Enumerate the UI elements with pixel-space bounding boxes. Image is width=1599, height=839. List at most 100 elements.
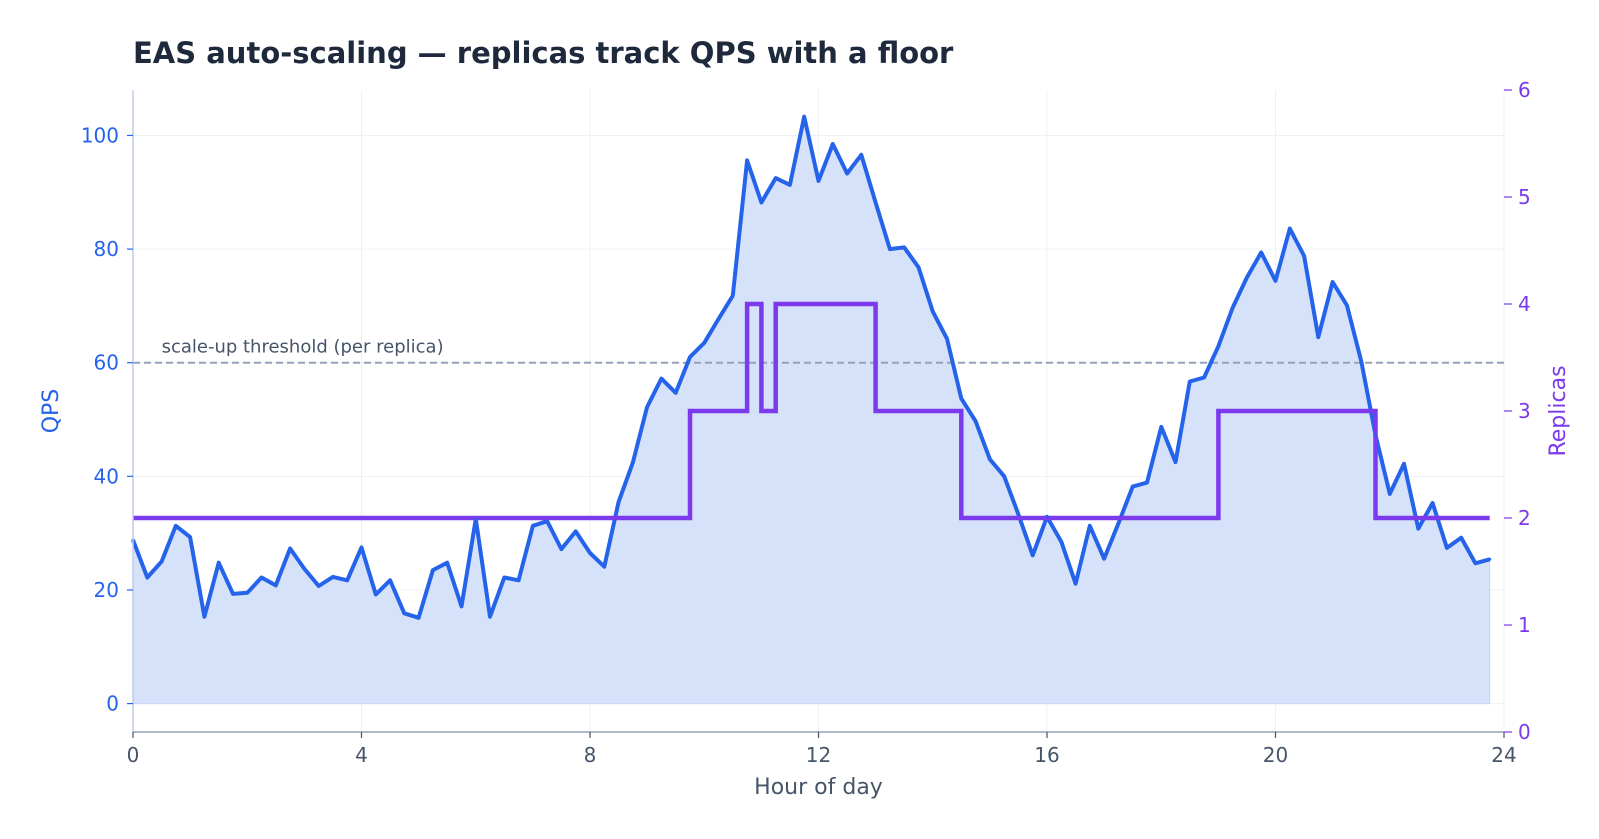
qps-point — [1102, 557, 1106, 561]
qps-point — [1188, 379, 1192, 383]
qps-point — [531, 524, 535, 528]
qps-point — [788, 183, 792, 187]
qps-point — [759, 200, 763, 204]
qps-point — [1459, 536, 1463, 540]
qps-point — [1316, 335, 1320, 339]
qps-point — [317, 584, 321, 588]
right-y-tick-label: 3 — [1518, 399, 1531, 423]
threshold-label: scale-up threshold (per replica) — [162, 337, 444, 358]
right-y-tick-label: 5 — [1518, 185, 1531, 209]
qps-point — [1288, 227, 1292, 231]
qps-point — [688, 355, 692, 359]
x-tick-label: 8 — [584, 743, 597, 767]
qps-point — [145, 575, 149, 579]
qps-point — [588, 551, 592, 555]
x-tick-label: 16 — [1034, 743, 1059, 767]
replicas-series-line — [133, 301, 1490, 521]
qps-point — [388, 578, 392, 582]
qps-point — [1331, 280, 1335, 284]
qps-point — [345, 578, 349, 582]
left-y-tick-label: 0 — [106, 692, 119, 716]
qps-point — [1431, 501, 1435, 505]
qps-point — [231, 592, 235, 596]
qps-point — [874, 200, 878, 204]
qps-point — [188, 535, 192, 539]
qps-point — [1216, 344, 1220, 348]
left-y-tick-label: 100 — [81, 123, 119, 147]
x-tick-label: 12 — [806, 743, 831, 767]
qps-point — [1302, 254, 1306, 258]
right-y-tick-label: 2 — [1518, 506, 1531, 530]
qps-point — [288, 546, 292, 550]
qps-point — [645, 405, 649, 409]
qps-point — [945, 337, 949, 341]
qps-point — [402, 611, 406, 615]
x-tick-label: 4 — [355, 743, 368, 767]
qps-point — [959, 397, 963, 401]
qps-point — [160, 560, 164, 564]
qps-point — [1002, 474, 1006, 478]
qps-point — [659, 377, 663, 381]
qps-point — [674, 391, 678, 395]
qps-point — [217, 561, 221, 565]
x-axis-label: Hour of day — [754, 775, 883, 800]
qps-point — [360, 545, 363, 549]
qps-point — [1274, 279, 1277, 283]
qps-point — [474, 517, 478, 521]
qps-point — [302, 567, 306, 571]
qps-point — [502, 575, 506, 579]
qps-point — [745, 158, 749, 162]
qps-point — [260, 575, 264, 579]
qps-point — [1202, 375, 1206, 379]
qps-point — [1031, 553, 1035, 557]
qps-point — [916, 265, 920, 269]
qps-point — [1473, 561, 1477, 565]
qps-point — [1045, 515, 1049, 519]
qps-point — [517, 578, 521, 582]
qps-point — [1016, 512, 1020, 516]
qps-point — [1402, 462, 1406, 466]
qps-point — [1245, 275, 1249, 279]
qps-point — [1174, 460, 1178, 464]
qps-point — [1145, 481, 1149, 485]
qps-point — [1445, 546, 1449, 550]
qps-point — [245, 591, 249, 595]
qps-point — [1116, 521, 1120, 525]
qps-points — [131, 115, 1492, 620]
qps-point — [1259, 250, 1263, 254]
x-tick-label: 0 — [127, 743, 140, 767]
right-y-tick-label: 0 — [1518, 720, 1531, 744]
qps-point — [445, 561, 449, 565]
qps-point — [1074, 582, 1078, 586]
qps-point — [988, 457, 992, 461]
left-y-tick-label: 40 — [94, 464, 119, 488]
qps-point — [1416, 527, 1420, 531]
qps-point — [902, 245, 906, 249]
qps-point — [931, 310, 935, 314]
qps-point — [1488, 557, 1492, 561]
qps-point — [274, 583, 278, 587]
right-y-tick-label: 6 — [1518, 78, 1531, 102]
qps-point — [774, 176, 778, 180]
left-y-tick-label: 80 — [94, 237, 119, 261]
right-y-tick-label: 1 — [1518, 613, 1531, 637]
qps-point — [888, 247, 892, 251]
qps-point — [1159, 425, 1163, 429]
qps-point — [702, 341, 706, 345]
qps-point — [1373, 433, 1377, 437]
qps-point — [545, 519, 549, 523]
qps-point — [417, 616, 421, 620]
qps-point — [1388, 492, 1392, 496]
qps-point — [717, 317, 721, 321]
qps-point — [602, 565, 606, 569]
qps-point — [817, 179, 820, 183]
qps-point — [845, 172, 849, 176]
qps-point — [831, 142, 835, 146]
qps-point — [1345, 303, 1349, 307]
qps-point — [1059, 540, 1063, 544]
qps-point — [559, 547, 563, 551]
left-y-tick-label: 60 — [94, 351, 119, 375]
qps-point — [459, 604, 463, 608]
